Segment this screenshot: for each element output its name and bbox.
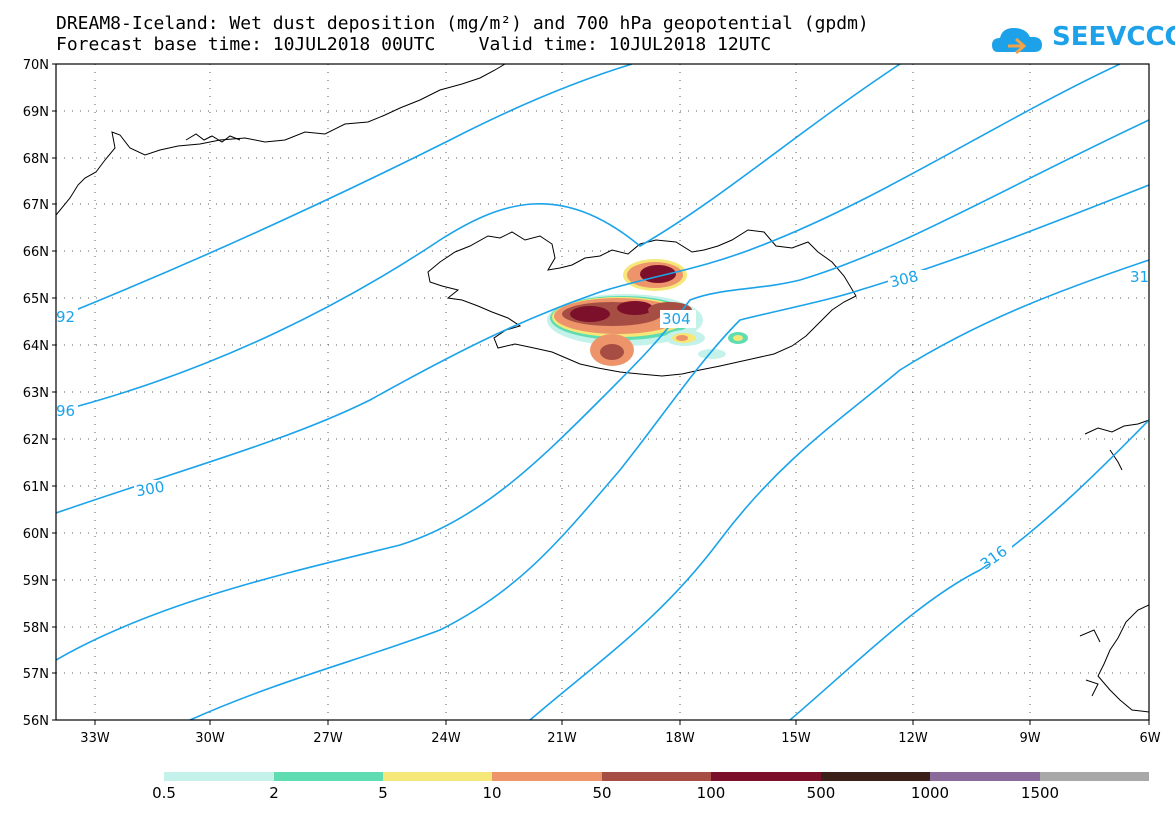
legend-label: 500 xyxy=(806,784,836,802)
lat-label: 61N xyxy=(23,480,49,495)
map-subtitle: Forecast base time: 10JUL2018 00UTC Vali… xyxy=(56,34,772,55)
geopotential-contours xyxy=(56,64,1149,720)
legend-swatch xyxy=(602,772,711,781)
contour-labels: 92 96 300 304 308 316 31 xyxy=(56,267,1149,573)
latitude-axis xyxy=(52,63,56,721)
legend-label: 2 xyxy=(269,784,279,802)
legend-label: 50 xyxy=(592,784,612,802)
lat-label: 68N xyxy=(23,152,49,167)
contour-label: 304 xyxy=(662,310,691,328)
lon-label: 12W xyxy=(898,731,928,746)
cloud-icon xyxy=(992,28,1042,55)
legend-swatch xyxy=(930,772,1040,781)
faroe-coastline xyxy=(1084,419,1149,471)
longitude-axis xyxy=(94,720,1150,725)
lon-label: 18W xyxy=(665,731,695,746)
contour-label: 300 xyxy=(134,478,165,501)
legend-label: 1500 xyxy=(1020,784,1060,802)
lon-label: 21W xyxy=(547,731,577,746)
lon-label: 27W xyxy=(313,731,343,746)
legend-label: 0.5 xyxy=(152,784,176,802)
lat-label: 63N xyxy=(23,386,49,401)
lon-label: 9W xyxy=(1019,731,1040,746)
lat-label: 58N xyxy=(23,621,49,636)
lat-label: 69N xyxy=(23,105,49,120)
legend-colorbar xyxy=(164,772,1149,781)
legend-swatch xyxy=(274,772,383,781)
lat-label: 65N xyxy=(23,292,49,307)
lat-label: 67N xyxy=(23,198,49,213)
legend-swatch xyxy=(383,772,492,781)
lat-label: 64N xyxy=(23,339,49,354)
logo-text: SEEVCCC xyxy=(1052,22,1175,52)
legend-label: 10 xyxy=(482,784,502,802)
contour-label: 92 xyxy=(56,308,75,326)
legend-swatch xyxy=(711,772,821,781)
lat-label: 66N xyxy=(23,245,49,260)
legend-swatch xyxy=(821,772,930,781)
lat-label: 59N xyxy=(23,574,49,589)
lon-label: 33W xyxy=(80,731,110,746)
contour-label: 96 xyxy=(56,402,75,420)
graticule xyxy=(56,64,1149,720)
legend-label: 100 xyxy=(696,784,726,802)
lon-label: 15W xyxy=(781,731,811,746)
legend-swatch xyxy=(1040,772,1149,781)
map-frame xyxy=(55,63,1150,721)
lon-label: 6W xyxy=(1139,731,1160,746)
legend-label: 5 xyxy=(378,784,388,802)
lat-label: 60N xyxy=(23,527,49,542)
scotland-coastline xyxy=(1097,604,1149,713)
legend-swatch xyxy=(492,772,602,781)
lat-label: 70N xyxy=(23,58,49,73)
lon-label: 24W xyxy=(431,731,461,746)
lat-label: 62N xyxy=(23,433,49,448)
dust-deposition-field xyxy=(547,259,748,366)
lat-label: 56N xyxy=(23,714,49,729)
map-title: DREAM8-Iceland: Wet dust deposition (mg/… xyxy=(56,13,869,34)
legend-label: 1000 xyxy=(910,784,950,802)
contour-label: 31 xyxy=(1130,268,1149,286)
greenland-coastline xyxy=(56,64,506,216)
legend-swatch xyxy=(164,772,274,781)
lon-label: 30W xyxy=(195,731,225,746)
lat-label: 57N xyxy=(23,667,49,682)
